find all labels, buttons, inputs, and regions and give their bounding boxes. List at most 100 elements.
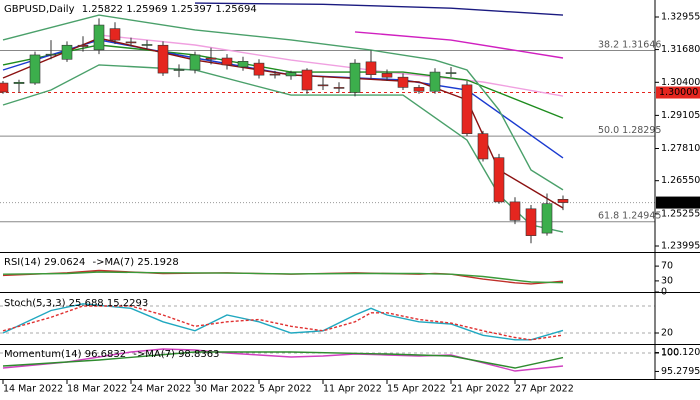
candle-body xyxy=(317,84,329,87)
low-value: 1.25397 xyxy=(171,4,212,15)
fib-ratio: 61.8 xyxy=(598,210,619,221)
x-tick-label: 27 Apr 2022 xyxy=(515,384,574,395)
fib-label: 50.0 1.28295 xyxy=(598,125,661,136)
candle-body xyxy=(13,81,25,84)
momentum-line xyxy=(2,351,564,369)
candle-body xyxy=(221,57,233,66)
stoch-line xyxy=(2,305,564,341)
close-value: 1.25694 xyxy=(215,4,256,15)
candle-body xyxy=(541,203,553,234)
candle-body xyxy=(157,44,169,74)
candle-body xyxy=(429,71,441,92)
rsi-ma-label: ->MA(7) xyxy=(93,257,135,268)
fib-value: 1.24945 xyxy=(622,210,661,221)
x-tick-label: 11 Apr 2022 xyxy=(323,384,382,395)
fib-ratio: 38.2 xyxy=(598,39,619,50)
y-tick-label: 1.25255 xyxy=(661,208,700,219)
moving-average xyxy=(98,34,564,97)
fib-ratio: 50.0 xyxy=(598,125,619,136)
candle-body xyxy=(205,57,217,60)
moving-average xyxy=(2,14,564,191)
y-tick-label: 70 xyxy=(661,261,673,272)
y-tick-label: 100.1207 xyxy=(661,347,700,358)
y-tick-label: 1.23995 xyxy=(661,240,700,251)
key-level-box xyxy=(656,86,700,99)
rsi-line xyxy=(2,271,564,284)
candle-body xyxy=(253,62,265,76)
candle-body xyxy=(93,24,105,51)
candle-body xyxy=(125,41,137,44)
moving-average xyxy=(354,31,564,59)
y-tick-label: 95.2795 xyxy=(661,366,700,377)
stoch-header: Stoch(5,3,3) 25.688 15.2293 xyxy=(4,298,148,309)
rsi-ma-value: 25.1928 xyxy=(137,257,178,268)
candle-body xyxy=(61,44,73,60)
fib-value: 1.28295 xyxy=(622,125,661,136)
symbol: GBPUSD,Daily xyxy=(4,4,75,15)
candle-body xyxy=(0,82,9,93)
candle-body xyxy=(109,28,121,41)
candle-body xyxy=(237,61,249,68)
candle-body xyxy=(45,53,57,56)
stoch-label: Stoch(5,3,3) xyxy=(4,298,66,309)
y-tick-label: 1.31680 xyxy=(661,44,700,55)
plot-area xyxy=(0,2,655,372)
y-tick-label: 0 xyxy=(661,287,667,298)
rsi-header: RSI(14) 29.0624 ->MA(7) 25.1928 xyxy=(4,257,179,268)
candle-body xyxy=(269,73,281,76)
momentum-value: 96.6832 xyxy=(85,349,126,360)
candle-body xyxy=(493,157,505,203)
candle-body xyxy=(349,62,361,93)
y-tick-label: 100 xyxy=(661,348,679,359)
candle-body xyxy=(445,72,457,74)
key-level-label: 1.30000 xyxy=(659,87,698,98)
fib-value: 1.31646 xyxy=(622,39,661,50)
y-tick-label: 1.29105 xyxy=(661,110,700,121)
stoch-signal-value: 15.2293 xyxy=(107,298,148,309)
x-tick-label: 24 Mar 2022 xyxy=(131,384,191,395)
rsi-label: RSI(14) xyxy=(4,257,41,268)
open-value: 1.25822 xyxy=(82,4,123,15)
candle-body xyxy=(397,76,409,88)
candle-body xyxy=(509,201,521,221)
momentum-ma-label: ->MA(7) xyxy=(133,349,175,360)
x-tick-label: 14 Mar 2022 xyxy=(3,384,63,395)
candle-body xyxy=(557,198,569,203)
fib-label: 38.2 1.31646 xyxy=(598,39,661,50)
momentum-header: Momentum(14) 96.6832 ->MA(7) 98.8363 xyxy=(4,349,219,360)
y-tick-label: 1.27810 xyxy=(661,143,700,154)
high-value: 1.25969 xyxy=(126,4,167,15)
candle-body xyxy=(525,208,537,236)
x-tick-label: 18 Mar 2022 xyxy=(67,384,127,395)
y-tick-label: 1.26550 xyxy=(661,175,700,186)
candle-body xyxy=(381,73,393,78)
candle-body xyxy=(189,54,201,71)
y-tick-label: 30 xyxy=(661,275,673,286)
moving-average xyxy=(194,2,564,16)
current-price-box xyxy=(656,196,700,209)
candle-body xyxy=(77,44,89,47)
stoch-main-value: 25.688 xyxy=(69,298,104,309)
candle-body xyxy=(477,133,489,160)
rsi-value: 29.0624 xyxy=(44,257,85,268)
y-tick-label: 20 xyxy=(661,328,673,339)
candle-body xyxy=(461,84,473,134)
y-tick-label: 1.30400 xyxy=(661,77,700,88)
x-tick-label: 15 Apr 2022 xyxy=(387,384,446,395)
x-tick-label: 5 Apr 2022 xyxy=(259,384,312,395)
x-tick-label: 30 Mar 2022 xyxy=(195,384,255,395)
momentum-label: Momentum(14) xyxy=(4,349,82,360)
momentum-ma-value: 98.8363 xyxy=(178,349,219,360)
candle-body xyxy=(29,54,41,84)
candle-body xyxy=(285,72,297,77)
fib-label: 61.8 1.24945 xyxy=(598,210,661,221)
candle-body xyxy=(141,44,153,46)
candle-body xyxy=(301,69,313,91)
candle-body xyxy=(365,61,377,75)
candle-body xyxy=(333,87,345,89)
candle-body xyxy=(173,69,185,71)
candle-body xyxy=(413,87,425,92)
current-price-label: 1.25694 xyxy=(659,197,698,208)
